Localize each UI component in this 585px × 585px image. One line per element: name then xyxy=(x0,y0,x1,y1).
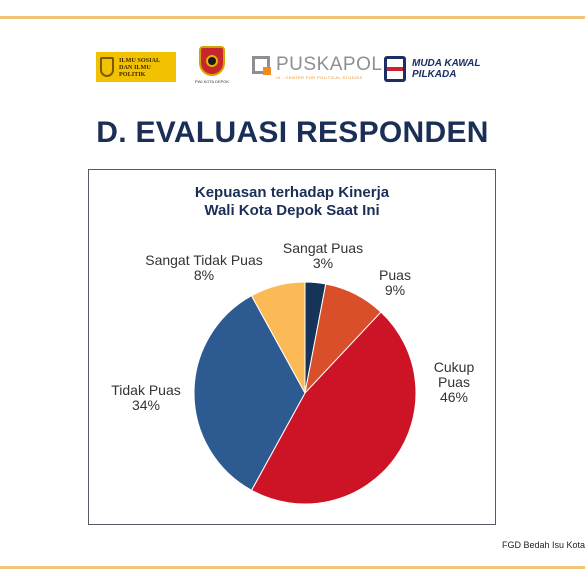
pie-slice-tidak-puas xyxy=(193,295,306,491)
ballot-box-icon xyxy=(384,56,406,82)
page-title: D. EVALUASI RESPONDEN xyxy=(96,116,489,149)
data-label-puas: Puas 9% xyxy=(379,267,411,298)
chart-title: Kepuasan terhadap Kinerja Wali Kota Depo… xyxy=(89,184,495,220)
chart-title-line-1: Kepuasan terhadap Kinerja xyxy=(194,184,390,201)
data-label-sangat-puas: Sangat Puas 3% xyxy=(283,240,363,271)
pie-chart: Sangat Puas 3% Puas 9% Cukup Puas 46% Tidak Pua… xyxy=(111,240,475,505)
muda-kawal-pilkada-logo: MUDA KAWAL PILKADA xyxy=(384,54,484,84)
pie-slice-cukup-puas xyxy=(250,311,417,505)
logo-strip: ILMU SOSIAL DAN ILMU POLITIK PWI KOTA DE… xyxy=(0,46,585,90)
fisip-ui-logo: ILMU SOSIAL DAN ILMU POLITIK xyxy=(96,52,176,82)
fisip-logo-text: ILMU SOSIAL DAN ILMU POLITIK xyxy=(119,56,161,78)
puskapol-logo: PUSKAPOL UI - CENTER FOR POLITICAL STUDI… xyxy=(252,54,382,86)
pwi-logo-caption: PWI KOTA DEPOK xyxy=(194,79,230,84)
puskapol-tagline: UI - CENTER FOR POLITICAL STUDIES xyxy=(276,75,363,80)
data-label-cukup-puas: Cukup Puas 46% xyxy=(434,359,475,405)
makara-emblem-icon xyxy=(100,57,114,77)
footnote: FGD Bedah Isu Kota xyxy=(501,540,585,550)
puskapol-mark-icon xyxy=(252,56,271,75)
pie-slice-sangat-tidak-puas xyxy=(250,281,306,394)
pwi-shield-icon xyxy=(199,46,225,76)
data-label-tidak-puas: Tidak Puas 34% xyxy=(111,382,181,413)
chart-frame: Kepuasan terhadap Kinerja Wali Kota Depo… xyxy=(88,169,496,525)
muda-kawal-text: MUDA KAWAL PILKADA xyxy=(412,58,481,80)
pwi-depok-logo: PWI KOTA DEPOK xyxy=(192,46,232,90)
puskapol-name: PUSKAPOL xyxy=(276,54,383,75)
data-label-sangat-tidak-puas: Sangat Tidak Puas 8% xyxy=(145,252,263,283)
chart-title-line-2: Wali Kota Depok Saat Ini xyxy=(204,202,380,219)
bottom-rule xyxy=(0,566,585,569)
top-rule xyxy=(0,16,585,19)
